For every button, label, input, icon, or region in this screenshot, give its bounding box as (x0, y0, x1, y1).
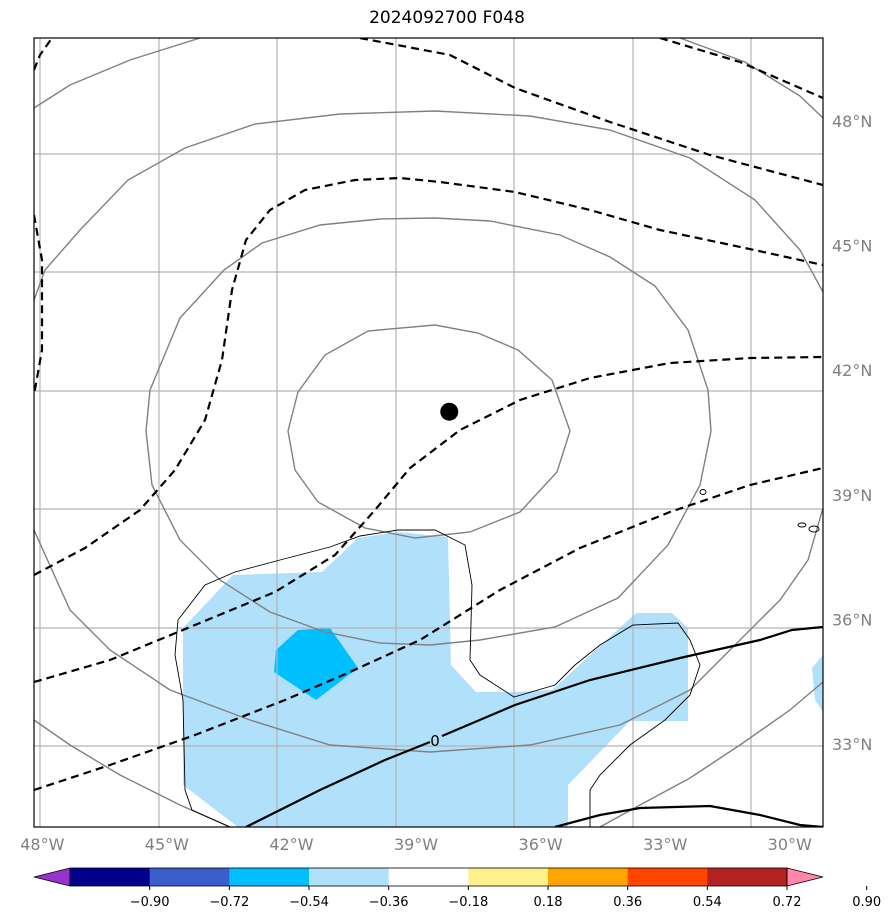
colorbar-level-label: −0.36 (369, 895, 409, 910)
cyan-anomaly-region (274, 628, 358, 700)
low-center-marker (440, 402, 459, 421)
lat-tick-label: 39°N (832, 486, 872, 505)
colorbar-level-label: −0.54 (289, 895, 329, 910)
colorbar-bin (229, 868, 310, 886)
colorbar-level-label: 0.54 (693, 895, 722, 910)
colorbar-level-label: −0.72 (209, 895, 249, 910)
colorbar-level-label: 0.36 (613, 895, 642, 910)
colorbar-bin (388, 868, 469, 886)
lon-tick-label: 42°W (269, 835, 313, 854)
lon-tick-label: 39°W (394, 835, 438, 854)
colorbar-bin (70, 868, 151, 886)
colorbar-bin (548, 868, 629, 886)
lon-tick-label: 33°W (643, 835, 687, 854)
light-blue-anomaly-region (183, 532, 688, 827)
latitude-tick-labels: 48°N 45°N 42°N 39°N 36°N 33°N (832, 112, 872, 754)
colorbar-level-label: −0.18 (448, 895, 488, 910)
light-blue-anomaly-region-east (812, 655, 823, 712)
lat-tick-label: 33°N (832, 735, 872, 754)
lon-tick-label: 45°W (145, 835, 189, 854)
colorbar-bin (707, 868, 788, 886)
longitude-tick-labels: 48°W 45°W 42°W 39°W 36°W 33°W 30°W (20, 835, 812, 854)
lon-tick-label: 48°W (20, 835, 64, 854)
colorbar-bin (627, 868, 708, 886)
colorbar-bin (149, 868, 230, 886)
lat-tick-label: 45°N (832, 237, 872, 256)
lat-tick-label: 48°N (832, 112, 872, 131)
gridlines (34, 38, 823, 827)
lon-tick-label: 30°W (768, 835, 812, 854)
colorbar-level-label: 0.72 (773, 895, 802, 910)
map-frame (33, 37, 824, 828)
lat-tick-label: 36°N (832, 610, 872, 629)
colorbar-level-label: 0.18 (534, 895, 563, 910)
colorbar-extend-high (786, 867, 824, 887)
zero-contour-label: 0 (430, 732, 440, 750)
colorbar-bin (468, 868, 549, 886)
map-plot-area: 0 (34, 38, 823, 827)
anomaly-outline (174, 489, 820, 827)
colorbar-level-label: 0.90 (852, 895, 881, 910)
colorbar-extend-low (33, 867, 71, 887)
map-title: 2024092700 F048 (369, 8, 525, 28)
colorbar-frame (69, 867, 788, 887)
colorbar-level-label: −0.90 (130, 895, 170, 910)
lat-tick-label: 42°N (832, 361, 872, 380)
dashed-contours (34, 38, 823, 792)
lon-tick-label: 36°W (519, 835, 563, 854)
zero-contour (245, 625, 823, 827)
colorbar: −0.90 −0.72 −0.54 −0.36 −0.18 0.18 0.36 0.54 0.7… (33, 867, 881, 910)
colorbar-bin (309, 868, 390, 886)
